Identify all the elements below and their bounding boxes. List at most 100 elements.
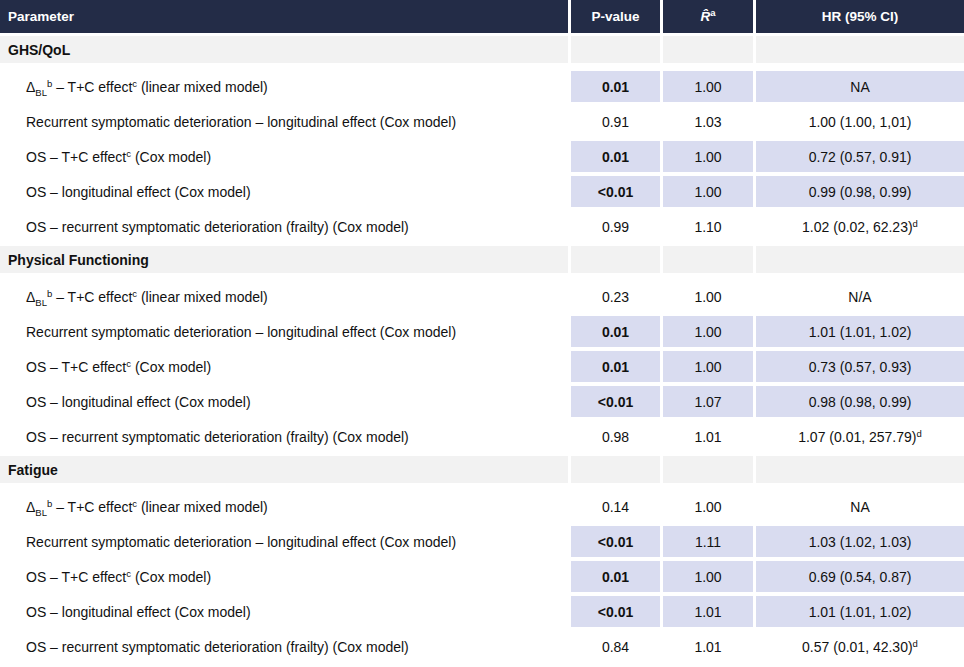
text-part: 1.01: [694, 604, 721, 620]
p-value-cell: [571, 36, 660, 63]
p-value-cell: 0.14: [571, 491, 660, 522]
hr-cell: 0.73 (0.57, 0.93): [756, 351, 964, 382]
cell-text: Recurrent symptomatic deterioration – lo…: [26, 324, 456, 340]
text-part: (Cox model): [131, 149, 211, 165]
text-part: 1.00: [694, 569, 721, 585]
p-value-cell: 0.23: [571, 281, 660, 312]
cell-text: OS – T+C effectc (Cox model): [26, 149, 211, 165]
text-part: a: [710, 7, 715, 18]
parameter-cell: Fatigue: [0, 456, 568, 483]
text-part: (linear mixed model): [137, 499, 268, 515]
cell-text: OS – longitudinal effect (Cox model): [26, 394, 251, 410]
p-value-cell: [571, 246, 660, 273]
cell-text: 0.01: [602, 79, 629, 95]
cell-text: OS – longitudinal effect (Cox model): [26, 604, 251, 620]
text-part: 1.01 (1.01, 1.02): [809, 604, 912, 620]
text-part: 0.72 (0.57, 0.91): [809, 149, 912, 165]
p-value-cell: 0.01: [571, 351, 660, 382]
parameter-cell: OS – longitudinal effect (Cox model): [0, 386, 568, 417]
p-value-cell: P-value: [571, 0, 660, 33]
p-value-cell: 0.01: [571, 561, 660, 592]
cell-text: 1.00: [694, 149, 721, 165]
text-part: 1.00: [694, 324, 721, 340]
cell-text: 0.99: [602, 219, 629, 235]
table-row: OS – longitudinal effect (Cox model)<0.0…: [0, 176, 964, 207]
table-row: OS – longitudinal effect (Cox model) <0.0…: [0, 596, 964, 627]
section-header-row: Physical Functioning: [0, 246, 964, 273]
cell-text: 0.01: [602, 569, 629, 585]
cell-text: 0.91: [602, 114, 629, 130]
text-part: Recurrent symptomatic deterioration – lo…: [26, 114, 456, 130]
r-hat-cell: 1.00: [663, 316, 753, 347]
section-header-row: Fatigue: [0, 456, 964, 483]
hr-cell: 1.07 (0.01, 257.79)d: [756, 421, 964, 452]
text-part: <0.01: [598, 534, 633, 550]
cell-text: 0.01: [602, 149, 629, 165]
text-part: – T+C effect: [52, 289, 132, 305]
text-part: 0.99: [602, 219, 629, 235]
text-part: 0.14: [602, 499, 629, 515]
cell-text: 0.98: [602, 429, 629, 445]
text-part: 0.01: [602, 569, 629, 585]
text-part: d: [913, 638, 918, 649]
cell-text: ΔBLb – T+C effectc (linear mixed model): [26, 79, 268, 95]
r-hat-cell: 1.10: [663, 211, 753, 242]
text-part: OS – T+C effect: [26, 569, 126, 585]
text-part: 0.01: [602, 359, 629, 375]
r-hat-cell: 1.03: [663, 106, 753, 137]
table-header-row: ParameterP-valueR̂aHR (95% CI): [0, 0, 964, 33]
r-hat-cell: 1.01: [663, 596, 753, 627]
cell-text: OS – recurrent symptomatic deterioration…: [26, 219, 409, 235]
p-value-cell: <0.01: [571, 526, 660, 557]
p-value-cell: <0.01: [571, 596, 660, 627]
cell-text: 0.84: [602, 639, 629, 655]
section-header-row: GHS/QoL: [0, 36, 964, 63]
text-part: (Cox model): [131, 569, 211, 585]
r-hat-cell: 1.00: [663, 176, 753, 207]
p-value-cell: <0.01: [571, 386, 660, 417]
r-hat-cell: R̂a: [663, 0, 753, 33]
text-part: OS – recurrent symptomatic deterioration…: [26, 219, 409, 235]
p-value-cell: 0.91: [571, 106, 660, 137]
text-part: OS – longitudinal effect (Cox model): [26, 394, 251, 410]
text-part: – T+C effect: [52, 499, 132, 515]
p-value-cell: 0.01: [571, 141, 660, 172]
text-part: 1.01: [694, 429, 721, 445]
cell-text: 0.69 (0.54, 0.87): [809, 569, 912, 585]
cell-text: NA: [850, 79, 869, 95]
text-part: 1.01: [694, 639, 721, 655]
hr-cell: [756, 246, 964, 273]
hr-cell: 0.57 (0.01, 42.30)d: [756, 631, 964, 662]
hr-cell: N/A: [756, 281, 964, 312]
parameter-cell: Recurrent symptomatic deterioration – lo…: [0, 106, 568, 137]
table-row: ΔBLb – T+C effectc (linear mixed model)0…: [0, 491, 964, 522]
cell-text: 1.01: [694, 639, 721, 655]
cell-text: <0.01: [598, 394, 633, 410]
cell-text: 1.01 (1.01, 1.02): [809, 604, 912, 620]
cell-text: Fatigue: [8, 462, 58, 478]
cell-text: HR (95% CI): [822, 9, 899, 24]
cell-text: 1.10: [694, 219, 721, 235]
text-part: <0.01: [598, 394, 633, 410]
cell-text: 1.00: [694, 359, 721, 375]
cell-text: ΔBLb – T+C effectc (linear mixed model): [26, 289, 268, 305]
cell-text: 0.01: [602, 324, 629, 340]
text-part: 1.00: [694, 499, 721, 515]
cell-text: OS – longitudinal effect (Cox model): [26, 184, 251, 200]
text-part: (Cox model): [131, 359, 211, 375]
hr-cell: 1.02 (0.02, 62.23)d: [756, 211, 964, 242]
cell-text: 0.01: [602, 359, 629, 375]
table-row: OS – recurrent symptomatic deterioration…: [0, 421, 964, 452]
cell-text: 1.00: [694, 289, 721, 305]
table-row: OS – recurrent symptomatic deterioration…: [0, 631, 964, 662]
text-part: NA: [850, 499, 869, 515]
text-part: b: [47, 78, 52, 89]
cell-text: OS – T+C effectc (Cox model): [26, 359, 211, 375]
text-part: 1.01 (1.01, 1.02): [809, 324, 912, 340]
text-part: 0.69 (0.54, 0.87): [809, 569, 912, 585]
cell-text: R̂a: [700, 9, 715, 24]
r-hat-cell: 1.00: [663, 281, 753, 312]
text-part: 1.07: [694, 394, 721, 410]
text-part: 0.01: [602, 324, 629, 340]
table-row: OS – T+C effectc (Cox model) 0.01 1.00 0.72…: [0, 141, 964, 172]
